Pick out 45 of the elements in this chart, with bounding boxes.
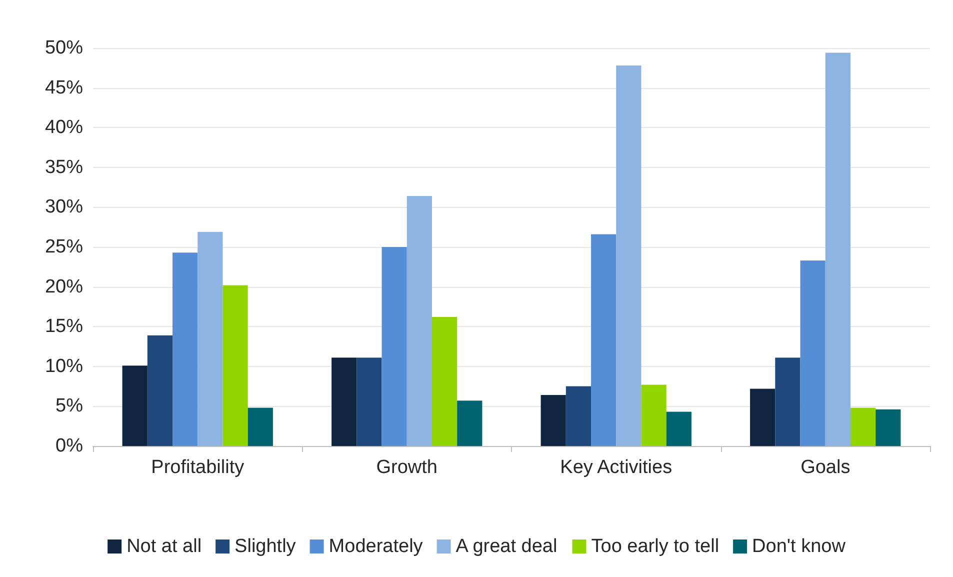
legend-label: Moderately <box>328 536 424 557</box>
x-tick-label: Growth <box>376 457 438 478</box>
bar <box>850 408 876 446</box>
y-tick-label: 20% <box>44 276 84 298</box>
bar <box>457 400 482 446</box>
legend-label: Slightly <box>234 536 296 557</box>
bar <box>825 52 850 446</box>
bar <box>406 196 432 446</box>
y-tick-label: 10% <box>44 356 84 377</box>
y-tick-label: 45% <box>44 77 84 98</box>
bar <box>666 412 692 446</box>
y-tick-label: 30% <box>44 196 84 218</box>
bar <box>122 366 148 446</box>
legend-label: Too early to tell <box>591 536 720 557</box>
bar <box>750 388 776 446</box>
bar <box>248 408 273 446</box>
bar <box>566 386 592 446</box>
y-tick-label: 50% <box>44 38 84 58</box>
bar <box>382 247 407 446</box>
bar <box>591 234 616 446</box>
bar <box>800 260 826 446</box>
bar <box>641 384 666 446</box>
legend-label: Not at all <box>126 536 202 557</box>
bar <box>222 285 248 446</box>
bar <box>332 358 357 446</box>
y-tick-label: 15% <box>44 316 84 338</box>
x-tick-label: Profitability <box>151 457 245 478</box>
bar <box>147 335 173 446</box>
y-tick-label: 35% <box>44 156 84 178</box>
bar <box>775 358 800 446</box>
y-tick-label: 40% <box>44 117 84 138</box>
x-tick-label: Key Activities <box>560 457 672 478</box>
y-tick-label: 5% <box>56 396 84 417</box>
legend-label: Don't know <box>752 536 846 557</box>
bar <box>172 252 198 446</box>
x-tick-label: Goals <box>800 457 850 478</box>
legend-label: A great deal <box>456 536 558 557</box>
bar <box>876 409 901 446</box>
bar <box>616 66 642 446</box>
y-tick-label: 0% <box>56 436 84 456</box>
bar <box>432 317 458 446</box>
bar <box>356 358 382 446</box>
y-tick-label: 25% <box>44 236 84 258</box>
bar <box>540 395 566 446</box>
bar <box>198 232 223 446</box>
